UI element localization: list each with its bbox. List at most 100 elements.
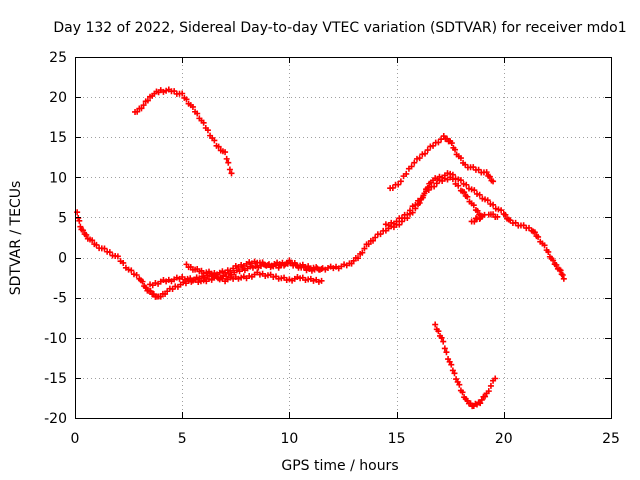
data-point bbox=[545, 248, 552, 255]
data-point bbox=[225, 159, 232, 166]
data-point bbox=[535, 233, 542, 240]
data-point bbox=[550, 257, 557, 264]
data-point bbox=[128, 267, 135, 274]
y-tick-label: 15 bbox=[49, 130, 67, 146]
data-point bbox=[470, 202, 477, 209]
x-tick-label: 5 bbox=[178, 431, 187, 447]
grid bbox=[75, 57, 611, 418]
data-point bbox=[411, 159, 418, 166]
data-point bbox=[194, 110, 201, 117]
data-point bbox=[425, 186, 432, 193]
x-tick-label: 15 bbox=[388, 431, 406, 447]
data-point bbox=[396, 221, 403, 228]
data-point bbox=[456, 381, 463, 388]
data-point bbox=[377, 231, 384, 238]
data-point bbox=[474, 207, 481, 214]
x-tick-label: 0 bbox=[71, 431, 80, 447]
data-point bbox=[144, 97, 151, 104]
y-axis-label: SDTVAR / TECUs bbox=[8, 181, 24, 296]
data-point bbox=[557, 267, 564, 274]
data-point bbox=[106, 249, 113, 256]
data-point bbox=[412, 202, 419, 209]
data-point bbox=[498, 207, 505, 214]
series-afternoon-mid bbox=[382, 174, 501, 229]
data-point bbox=[541, 242, 548, 249]
y-tick-label: -15 bbox=[44, 371, 67, 387]
data-point bbox=[404, 211, 411, 218]
data-point bbox=[452, 146, 459, 153]
data-point bbox=[556, 266, 563, 273]
data-point bbox=[490, 201, 497, 208]
data-point bbox=[457, 155, 464, 162]
data-point bbox=[223, 155, 230, 162]
data-point bbox=[222, 149, 229, 156]
data-point bbox=[389, 184, 396, 191]
data-point bbox=[494, 213, 501, 220]
data-point bbox=[114, 253, 121, 260]
data-point bbox=[443, 349, 450, 356]
data-point bbox=[228, 170, 235, 177]
data-point bbox=[438, 334, 445, 341]
data-point bbox=[435, 328, 442, 335]
data-point bbox=[477, 215, 484, 222]
data-point bbox=[142, 284, 149, 291]
data-point bbox=[478, 396, 485, 403]
data-point bbox=[370, 237, 377, 244]
data-point bbox=[477, 400, 484, 407]
data-point bbox=[397, 178, 404, 185]
data-point bbox=[459, 389, 466, 396]
data-point bbox=[204, 127, 211, 134]
data-point bbox=[435, 139, 442, 146]
data-point bbox=[430, 142, 437, 149]
data-point bbox=[441, 345, 448, 352]
data-point bbox=[211, 137, 218, 144]
y-tick-label: 10 bbox=[49, 170, 67, 186]
data-point bbox=[398, 215, 405, 222]
y-tick-labels: -20 -15 -10 -5 0 5 10 15 20 25 bbox=[44, 50, 67, 427]
y-tick-label: 0 bbox=[58, 251, 67, 267]
data-point bbox=[422, 150, 429, 157]
data-point bbox=[179, 90, 186, 97]
data-point bbox=[365, 241, 372, 248]
data-point bbox=[318, 277, 325, 284]
data-point bbox=[420, 192, 427, 199]
data-point bbox=[553, 261, 560, 268]
data-point bbox=[408, 163, 415, 170]
x-tick-labels: 0 5 10 15 20 25 bbox=[71, 431, 620, 447]
data-point bbox=[75, 215, 82, 222]
data-point bbox=[502, 211, 509, 218]
data-point bbox=[558, 271, 565, 278]
data-point bbox=[355, 255, 362, 262]
y-tick-label: 20 bbox=[49, 90, 67, 106]
x-tick-label: 10 bbox=[280, 431, 298, 447]
data-point bbox=[359, 249, 366, 256]
data-point bbox=[487, 382, 494, 389]
data-point bbox=[226, 166, 233, 173]
series-mid-band bbox=[183, 257, 325, 278]
axis-ticks bbox=[75, 57, 612, 419]
data-point bbox=[559, 272, 566, 279]
data-point bbox=[215, 143, 222, 150]
data-point bbox=[424, 147, 431, 154]
data-point bbox=[393, 218, 400, 225]
data-point bbox=[440, 338, 447, 345]
data-point bbox=[361, 245, 368, 252]
data-point bbox=[133, 272, 140, 279]
y-tick-label: 25 bbox=[49, 50, 67, 66]
data-point bbox=[140, 102, 147, 109]
data-point bbox=[476, 191, 483, 198]
data-point bbox=[471, 187, 478, 194]
data-point bbox=[432, 321, 439, 328]
data-point bbox=[486, 173, 493, 180]
plot-border bbox=[75, 57, 612, 419]
y-tick-label: 5 bbox=[58, 210, 67, 226]
data-point bbox=[77, 223, 84, 230]
data-point bbox=[134, 108, 141, 115]
data-point bbox=[463, 181, 470, 188]
data-point bbox=[93, 241, 100, 248]
data-point bbox=[83, 231, 90, 238]
y-tick-label: -20 bbox=[44, 411, 67, 427]
data-point bbox=[101, 245, 108, 252]
